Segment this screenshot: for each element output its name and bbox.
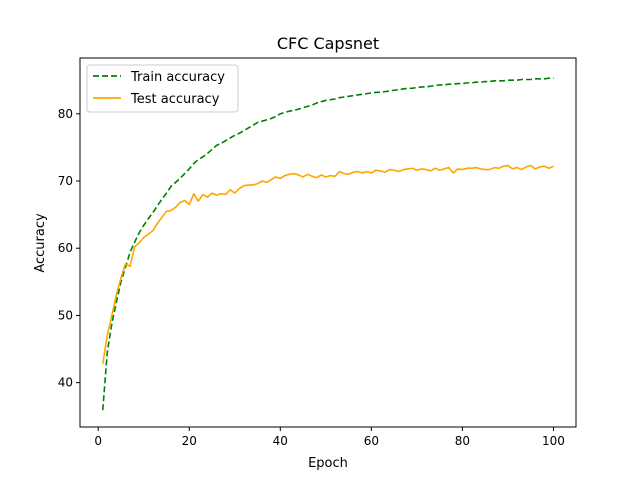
axes-frame	[79, 57, 577, 428]
x-tick-label: 40	[273, 434, 288, 448]
series-line-train	[101, 77, 554, 411]
x-tick-label: 100	[542, 434, 565, 448]
series-line-test	[101, 164, 554, 364]
x-axis-label: Epoch	[308, 456, 348, 471]
y-tick-label: 80	[58, 107, 73, 121]
legend-label-test: Test accuracy	[130, 92, 220, 107]
y-tick-label: 40	[58, 376, 73, 390]
legend-box	[86, 64, 239, 113]
y-tick-label: 50	[58, 308, 73, 322]
chart-title: CFC Capsnet	[277, 34, 379, 53]
x-axis: 0 20 40 60 80 100	[94, 427, 565, 448]
legend: Train accuracy Test accuracy	[86, 64, 239, 113]
x-tick-label: 20	[182, 434, 197, 448]
x-tick-label: 80	[455, 434, 470, 448]
legend-label-train: Train accuracy	[130, 70, 225, 85]
x-tick-label: 60	[364, 434, 379, 448]
x-tick-label: 0	[94, 434, 102, 448]
y-tick-label: 60	[58, 241, 73, 255]
y-tick-label: 70	[58, 174, 73, 188]
y-axis: 40 50 60 70 80	[58, 107, 80, 390]
y-axis-label: Accuracy	[33, 213, 48, 273]
plot-area	[101, 77, 554, 411]
